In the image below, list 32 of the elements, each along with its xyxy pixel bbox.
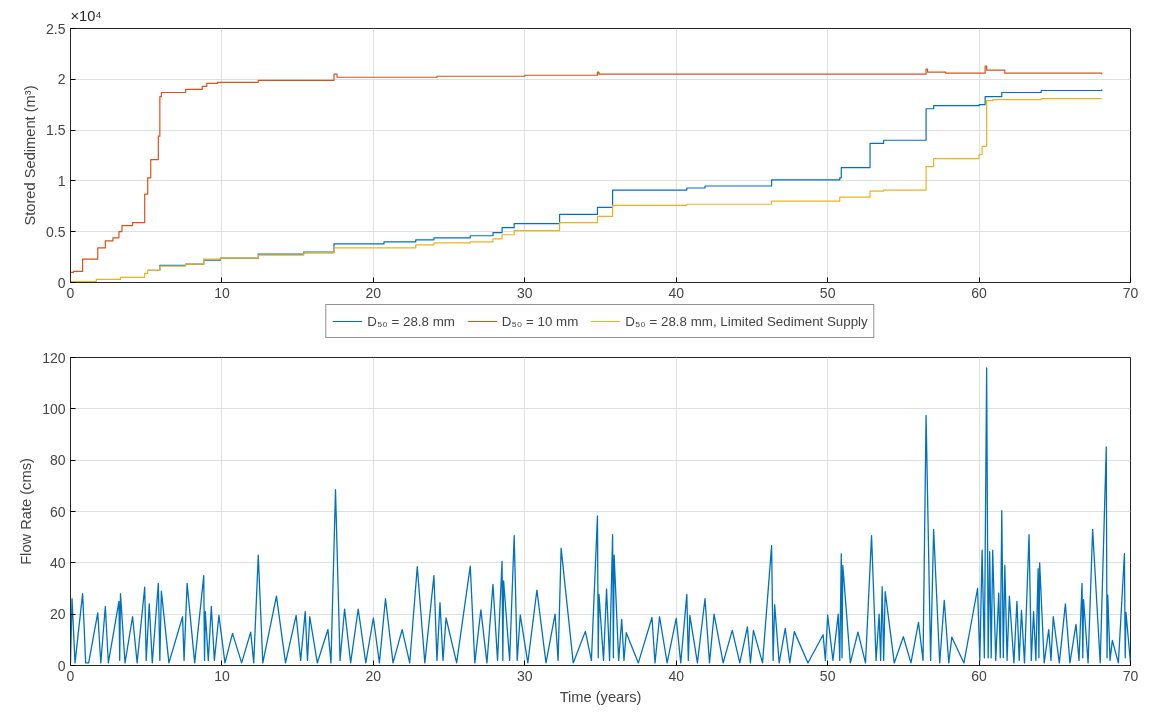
x-tick-label: 70 bbox=[1122, 667, 1139, 684]
y-tick-label: 2.5 bbox=[46, 20, 66, 37]
y-tick-label: 60 bbox=[49, 503, 66, 520]
x-tick-label: 70 bbox=[1122, 284, 1139, 301]
x-tick-label: 30 bbox=[517, 667, 533, 684]
text: ×10⁴ bbox=[70, 7, 102, 24]
x-tick-label: 20 bbox=[365, 284, 382, 301]
y-tick-label: 20 bbox=[49, 606, 66, 623]
y-tick-label: 40 bbox=[49, 554, 66, 571]
x-tick-label: 10 bbox=[214, 284, 230, 301]
x-tick-label: 20 bbox=[365, 667, 382, 684]
y-tick-label: 0.5 bbox=[46, 223, 66, 240]
x-axis-title: Time (years) bbox=[559, 688, 642, 705]
y-tick-label: 1.5 bbox=[46, 122, 66, 139]
y-tick-label: 2 bbox=[57, 71, 66, 88]
y-axis-title: Stored Sediment (m³) bbox=[22, 85, 39, 226]
x-tick-label: 60 bbox=[971, 667, 988, 684]
x-tick-label: 10 bbox=[214, 667, 230, 684]
x-tick-label: 50 bbox=[819, 284, 836, 301]
x-tick-label: 60 bbox=[971, 284, 988, 301]
y-axis-title: Flow Rate (cms) bbox=[18, 458, 35, 565]
y-tick-label: 120 bbox=[42, 349, 66, 366]
y-tick-label: 1 bbox=[57, 172, 66, 189]
y-tick-label: 100 bbox=[42, 400, 66, 417]
y-tick-label: 80 bbox=[49, 452, 66, 469]
legend-label: D₅₀ = 28.8 mm bbox=[367, 313, 455, 329]
x-tick-label: 40 bbox=[668, 284, 685, 301]
x-tick-label: 40 bbox=[668, 667, 685, 684]
x-tick-label: 30 bbox=[517, 284, 533, 301]
legend-label: D₅₀ = 10 mm bbox=[501, 313, 579, 329]
x-tick-label: 50 bbox=[819, 667, 836, 684]
legend-label: D₅₀ = 28.8 mm, Limited Sediment Supply bbox=[625, 313, 868, 329]
